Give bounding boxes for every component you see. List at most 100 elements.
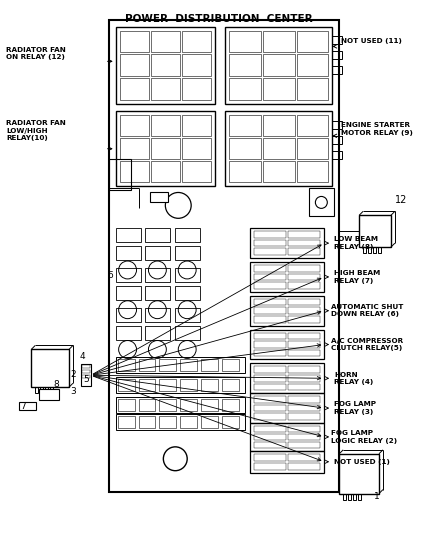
- Text: HIGH BEAM
RELAY (7): HIGH BEAM RELAY (7): [334, 270, 381, 284]
- Bar: [138, 416, 155, 428]
- Bar: [254, 231, 286, 238]
- Bar: [222, 379, 239, 391]
- Bar: [180, 399, 197, 411]
- Bar: [222, 359, 239, 372]
- Bar: [250, 228, 324, 258]
- Bar: [201, 416, 218, 428]
- Bar: [182, 115, 211, 136]
- Text: 3: 3: [70, 387, 76, 395]
- Text: AUTOMATIC SHUT
DOWN RELAY (6): AUTOMATIC SHUT DOWN RELAY (6): [331, 304, 404, 318]
- Bar: [288, 282, 320, 289]
- Bar: [288, 454, 320, 461]
- Bar: [182, 30, 211, 52]
- Bar: [109, 20, 339, 491]
- Bar: [159, 416, 176, 428]
- Bar: [358, 494, 361, 499]
- Bar: [116, 228, 141, 242]
- Bar: [332, 121, 342, 129]
- Bar: [182, 138, 211, 159]
- Bar: [159, 359, 176, 372]
- Bar: [250, 329, 324, 359]
- Bar: [229, 138, 261, 159]
- Bar: [120, 78, 149, 100]
- Bar: [378, 247, 381, 253]
- Bar: [254, 375, 286, 382]
- Bar: [116, 414, 245, 430]
- Bar: [145, 286, 170, 300]
- Text: ENGINE STARTER
MOTOR RELAY (9): ENGINE STARTER MOTOR RELAY (9): [341, 122, 413, 135]
- Bar: [145, 246, 170, 260]
- Bar: [151, 115, 180, 136]
- Bar: [254, 265, 286, 272]
- Bar: [19, 402, 36, 410]
- Bar: [254, 384, 286, 390]
- Text: A/C COMPRESSOR
CLUTCH RELAY(5): A/C COMPRESSOR CLUTCH RELAY(5): [331, 338, 403, 351]
- Bar: [180, 416, 197, 428]
- Bar: [182, 78, 211, 100]
- Text: RADIATOR FAN
LOW/HIGH
RELAY(10): RADIATOR FAN LOW/HIGH RELAY(10): [7, 120, 66, 141]
- Bar: [151, 138, 180, 159]
- Bar: [150, 192, 168, 203]
- Bar: [254, 434, 286, 440]
- Bar: [116, 268, 141, 282]
- Bar: [332, 136, 342, 144]
- Bar: [145, 228, 170, 242]
- Bar: [82, 365, 90, 368]
- Bar: [40, 387, 43, 393]
- Bar: [39, 389, 59, 400]
- Bar: [116, 308, 141, 321]
- Bar: [229, 30, 261, 52]
- Bar: [201, 399, 218, 411]
- Bar: [116, 111, 215, 185]
- Bar: [151, 30, 180, 52]
- Bar: [288, 240, 320, 246]
- Bar: [82, 370, 90, 373]
- Bar: [175, 326, 200, 340]
- Bar: [182, 54, 211, 76]
- Bar: [288, 341, 320, 348]
- Bar: [288, 308, 320, 314]
- Text: FOG LAMP
LOGIC RELAY (2): FOG LAMP LOGIC RELAY (2): [331, 430, 397, 443]
- Bar: [288, 366, 320, 373]
- Bar: [159, 399, 176, 411]
- Bar: [116, 358, 245, 373]
- Bar: [250, 393, 324, 423]
- Bar: [229, 54, 261, 76]
- Bar: [297, 30, 328, 52]
- Bar: [288, 442, 320, 448]
- Bar: [138, 399, 155, 411]
- Bar: [332, 151, 342, 159]
- Bar: [120, 54, 149, 76]
- Bar: [263, 54, 294, 76]
- Text: 8: 8: [53, 379, 59, 389]
- Bar: [288, 273, 320, 280]
- Bar: [250, 364, 324, 393]
- Bar: [288, 396, 320, 403]
- Bar: [116, 397, 245, 413]
- Bar: [145, 268, 170, 282]
- Bar: [368, 247, 371, 253]
- Bar: [250, 262, 324, 292]
- Bar: [118, 379, 134, 391]
- Bar: [297, 78, 328, 100]
- Bar: [353, 494, 356, 499]
- Bar: [175, 228, 200, 242]
- Text: NOT USED (1): NOT USED (1): [334, 459, 390, 465]
- Bar: [175, 286, 200, 300]
- Text: 5: 5: [83, 375, 89, 384]
- Bar: [343, 494, 346, 499]
- Bar: [145, 308, 170, 321]
- Bar: [297, 138, 328, 159]
- Bar: [31, 350, 69, 387]
- Bar: [151, 54, 180, 76]
- Bar: [118, 399, 134, 411]
- Bar: [348, 494, 351, 499]
- Bar: [118, 416, 134, 428]
- Bar: [363, 247, 366, 253]
- Text: HORN
RELAY (4): HORN RELAY (4): [334, 372, 374, 385]
- Bar: [288, 248, 320, 255]
- Bar: [254, 396, 286, 403]
- Bar: [225, 111, 332, 185]
- Bar: [373, 247, 376, 253]
- Bar: [250, 296, 324, 326]
